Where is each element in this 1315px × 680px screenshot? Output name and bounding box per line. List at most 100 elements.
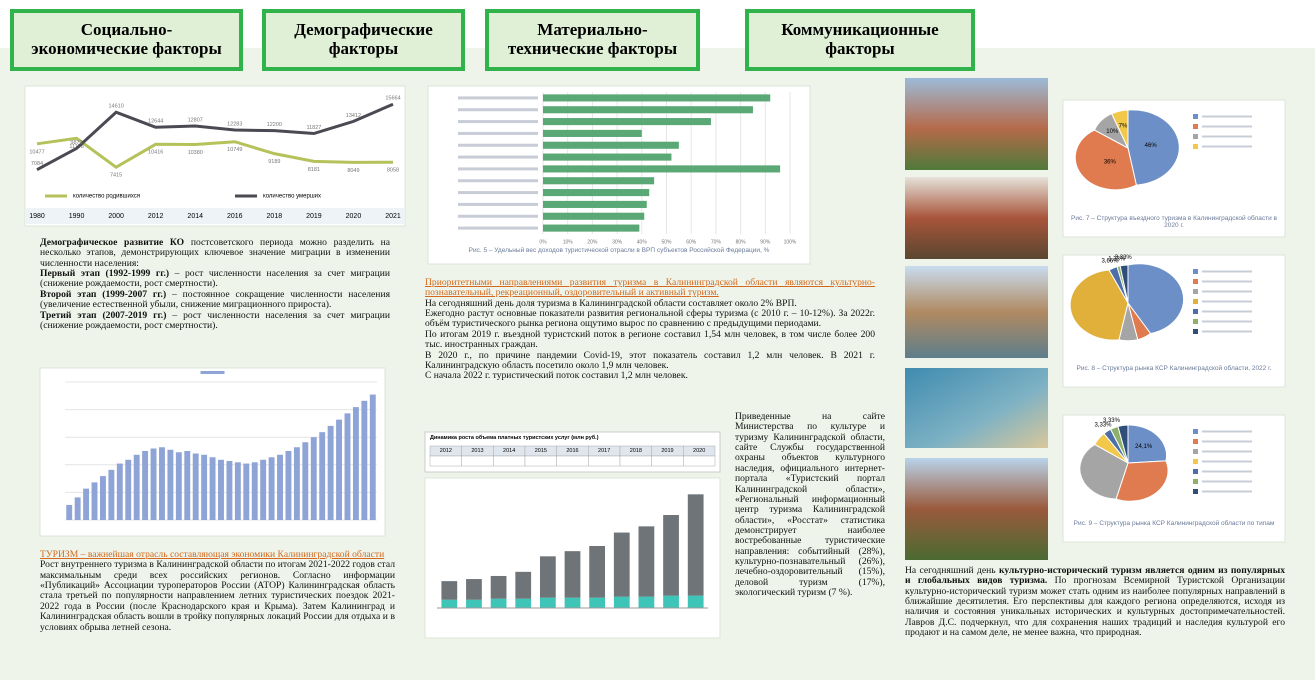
header-material: Материально-технические факторы [485,9,700,71]
bar-segment [663,515,679,596]
table-cell [462,456,494,466]
tourism-text: ТУРИЗМ – важнейшая отрасль составляющая … [40,550,395,633]
bar [294,447,300,520]
bar [83,489,89,520]
bar [151,448,157,520]
bar [75,497,81,520]
bar [142,451,148,520]
bar-segment [688,494,704,595]
legend-text-placeholder [1202,291,1252,293]
bar [370,395,376,520]
data-label: 46% [1145,143,1158,149]
x-tick-label: 70% [711,239,722,245]
bar [543,106,753,113]
row-label-placeholder [458,96,538,99]
x-tick-label: 20% [587,239,598,245]
bar [543,165,780,172]
legend-text-placeholder [1202,301,1252,303]
legend-text-placeholder [1202,451,1252,453]
legend-text-placeholder [1202,281,1252,283]
table-cell [620,456,652,466]
table-year: 2016 [566,448,578,454]
table-year: 2019 [661,448,673,454]
bar [543,225,639,232]
bar [286,451,292,520]
legend-swatch [1193,489,1198,494]
text-bold: Второй этап (1999-2007 гг.) [40,289,166,300]
legend-text-placeholder [1202,321,1252,323]
bar [210,457,216,520]
bar-segment [589,598,605,608]
legend-swatch [1193,114,1198,119]
bar [543,201,647,208]
legend-text-placeholder [1202,331,1252,333]
legend-swatch [1193,329,1198,334]
row-label-placeholder [458,167,538,170]
header-communication: Коммуникационные факторы [745,9,975,71]
chart-caption: Рис. 8 – Структура рынка КСР Калининград… [1068,365,1280,372]
text-bold: Демографическое развитие КО [40,237,184,248]
x-tick-label: 10% [563,239,574,245]
bar [543,118,711,125]
row-label-placeholder [458,203,538,206]
legend-text-placeholder [1202,116,1252,118]
legend-swatch [1193,134,1198,139]
data-label: 12283 [227,121,242,127]
bar [361,401,367,520]
row-label-placeholder [458,144,538,147]
data-label: 9189 [268,159,280,165]
data-label: 13412 [346,113,361,119]
bar [176,452,182,520]
legend-text-placeholder [1202,461,1252,463]
data-label: 8049 [347,168,359,174]
data-label: 12807 [188,117,203,123]
bar [543,177,654,184]
legend-text-placeholder [1202,491,1252,493]
bar-segment [441,600,457,608]
text: Рост внутреннего туризма в Калининградск… [40,560,395,633]
text: Ежегодно растут основные показатели разв… [425,309,875,330]
legend-swatch [1193,289,1198,294]
bar [125,460,131,520]
table-cell [683,456,715,466]
data-label: 8181 [308,167,320,173]
bar [543,189,649,196]
bar [353,407,359,520]
legend-text-placeholder [1202,146,1252,148]
legend-text-placeholder [1202,311,1252,313]
data-label: 12200 [267,122,282,128]
bar-segment [540,556,556,597]
bar-segment [614,597,630,608]
text: В 2020 г., по причине пандемии Covid-19,… [425,351,875,372]
photo-city [905,266,1048,358]
row-label-placeholder [458,227,538,230]
table-year: 2015 [535,448,547,454]
priority-text: Приоритетными направлениями развития тур… [425,278,875,382]
legend-swatch [1193,469,1198,474]
table-cell [493,456,525,466]
x-tick-label: 50% [661,239,672,245]
row-label-placeholder [458,108,538,111]
legend-text-placeholder [1202,481,1252,483]
row-label-placeholder [458,156,538,159]
chart-caption: Рис. 9 – Структура рынка КСР Калининград… [1068,520,1280,527]
data-label: 3,33% [1115,255,1133,261]
row-label-placeholder [458,191,538,194]
legend-swatch [1193,124,1198,129]
data-label: 14610 [108,104,123,110]
x-tick-label: 80% [736,239,747,245]
bar [167,450,173,520]
bar-segment [589,546,605,598]
bar [543,154,671,161]
data-label: 7084 [31,161,43,167]
table-cell [430,456,462,466]
table-cell [557,456,589,466]
table-year: 2013 [471,448,483,454]
data-label: 12644 [148,119,163,125]
table-cell [525,456,557,466]
bar [269,457,275,520]
bar-segment [639,597,655,608]
x-tick-label: 60% [686,239,697,245]
legend-swatch [1193,269,1198,274]
priority-heading: Приоритетными направлениями развития тур… [425,278,875,299]
